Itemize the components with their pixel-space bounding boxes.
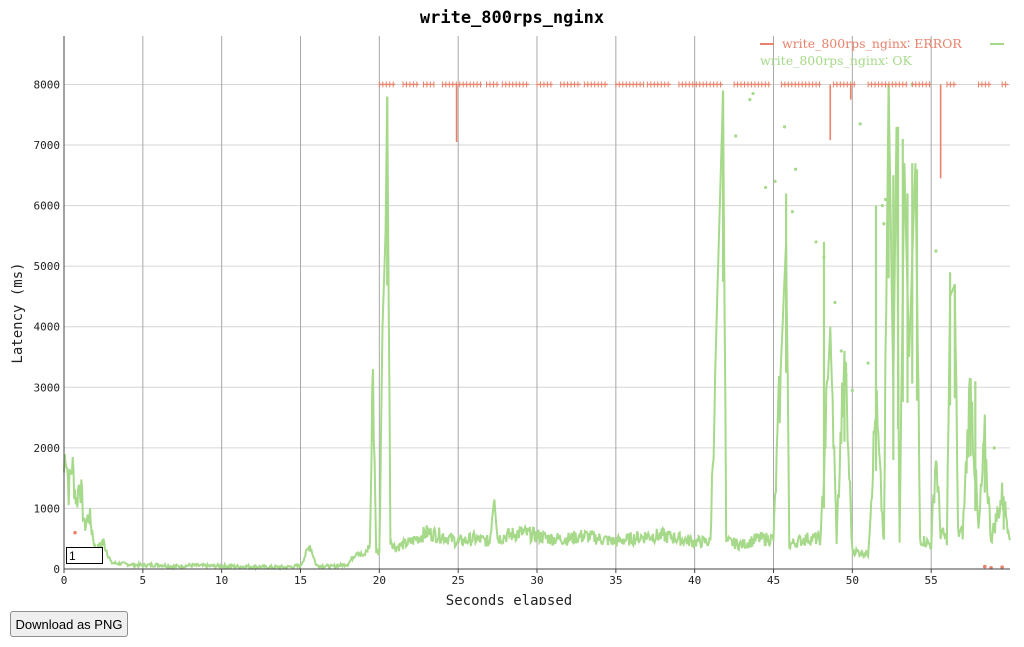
ok-point xyxy=(866,361,870,365)
download-png-button[interactable]: Download as PNG xyxy=(10,611,128,637)
x-tick-label: 20 xyxy=(373,574,386,587)
x-tick-label: 50 xyxy=(846,574,859,587)
y-tick-label: 0 xyxy=(53,563,60,576)
ok-point xyxy=(833,300,837,305)
ok-point xyxy=(858,122,862,126)
ok-point xyxy=(748,97,752,102)
x-tick-label: 30 xyxy=(530,574,543,587)
x-tick-label: 45 xyxy=(767,574,780,587)
ok-point xyxy=(814,240,818,244)
x-tick-label: 35 xyxy=(609,574,622,587)
y-tick-label: 4000 xyxy=(34,321,61,334)
x-tick-label: 55 xyxy=(925,574,938,587)
error-point xyxy=(982,564,987,569)
y-tick-label: 5000 xyxy=(34,260,61,273)
y-tick-label: 8000 xyxy=(34,78,61,91)
ok-point xyxy=(992,446,996,450)
axes: 0 1000 2000 3000 4000 5000 6000 7000 8000 0 5 10 15 2… xyxy=(34,36,1010,587)
ok-point xyxy=(773,179,777,183)
ok-point xyxy=(880,203,884,208)
y-tick-label: 2000 xyxy=(34,442,61,455)
x-tick-label: 5 xyxy=(140,574,147,587)
ok-point xyxy=(882,222,886,226)
x-tick-label: 40 xyxy=(688,574,701,587)
chart-title: write_800rps_nginx xyxy=(419,8,605,28)
legend[interactable]: write_800rps_nginx∶ ERROR write_800rps_n… xyxy=(760,36,1004,68)
y-tick-label: 6000 xyxy=(34,200,61,213)
ok-point xyxy=(734,134,738,138)
series-ok xyxy=(63,82,1011,572)
smoothing-roller-input[interactable] xyxy=(66,547,103,564)
series-error xyxy=(73,81,1009,570)
ok-point xyxy=(751,91,755,96)
latency-chart: 0 1000 2000 3000 4000 5000 6000 7000 8000 0 5 10 15 2… xyxy=(10,36,1011,605)
legend-entry-error[interactable]: write_800rps_nginx∶ ERROR xyxy=(782,36,962,51)
ok-point xyxy=(822,255,826,259)
x-tick-label: 15 xyxy=(294,574,307,587)
ok-point xyxy=(793,167,798,171)
x-tick-label: 10 xyxy=(215,574,228,587)
x-tick-label: 25 xyxy=(452,574,465,587)
ok-point xyxy=(764,185,768,190)
y-tick-label: 7000 xyxy=(34,139,61,152)
ok-line xyxy=(63,84,1011,572)
ok-point xyxy=(934,249,938,253)
error-point xyxy=(73,530,77,535)
ok-point xyxy=(839,349,843,353)
ok-point xyxy=(850,388,854,392)
y-tick-label: 3000 xyxy=(34,381,61,394)
grid-lines xyxy=(64,36,1010,569)
y-axis-label: Latency (ms) xyxy=(10,262,26,363)
x-tick-label: 0 xyxy=(61,574,68,587)
ok-point xyxy=(844,373,848,377)
ok-point xyxy=(790,210,795,214)
y-tick-label: 1000 xyxy=(34,502,61,515)
x-axis-label: Seconds elapsed xyxy=(446,593,572,605)
legend-entry-ok[interactable]: write_800rps_nginx∶ OK xyxy=(760,53,912,68)
ok-point xyxy=(883,197,888,202)
ok-point xyxy=(782,125,787,129)
error-point xyxy=(1000,565,1004,569)
